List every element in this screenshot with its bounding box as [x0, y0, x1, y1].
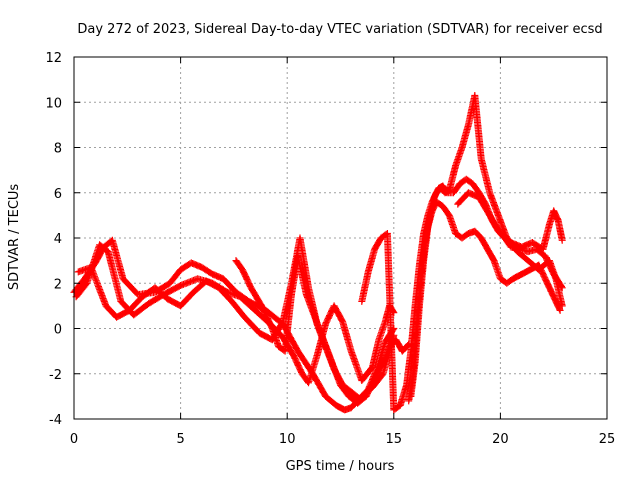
x-tick-label: 0	[70, 432, 78, 447]
grid-lines	[74, 57, 607, 419]
y-tick-label: 12	[45, 51, 62, 66]
y-tick-label: 4	[54, 232, 62, 247]
axis-ticks: 0 5 10 15 20 25 -4 -2 0 2 4 6 8 10 12	[45, 51, 615, 447]
x-tick-label: 5	[176, 432, 184, 447]
x-axis-label: GPS time / hours	[286, 459, 395, 474]
x-tick-label: 15	[386, 432, 403, 447]
series-markers	[407, 198, 564, 400]
y-tick-label: 2	[54, 277, 62, 292]
x-tick-label: 10	[279, 432, 296, 447]
series-markers	[454, 189, 566, 253]
x-tick-label: 25	[599, 432, 616, 447]
y-axis-label: SDTVAR / TECUs	[7, 184, 22, 291]
y-tick-label: 10	[45, 96, 62, 111]
y-tick-label: 6	[54, 187, 62, 202]
y-tick-label: 8	[54, 142, 62, 157]
data-points	[70, 92, 566, 414]
y-tick-label: 0	[54, 323, 62, 338]
series-track-7	[407, 198, 564, 400]
y-tick-label: -4	[49, 413, 62, 428]
series-track-8	[454, 189, 566, 253]
y-tick-label: -2	[49, 368, 62, 383]
series-track-4	[232, 252, 413, 407]
x-tick-label: 20	[492, 432, 509, 447]
chart-title: Day 272 of 2023, Sidereal Day-to-day VTE…	[77, 22, 602, 37]
series-markers	[232, 252, 413, 407]
